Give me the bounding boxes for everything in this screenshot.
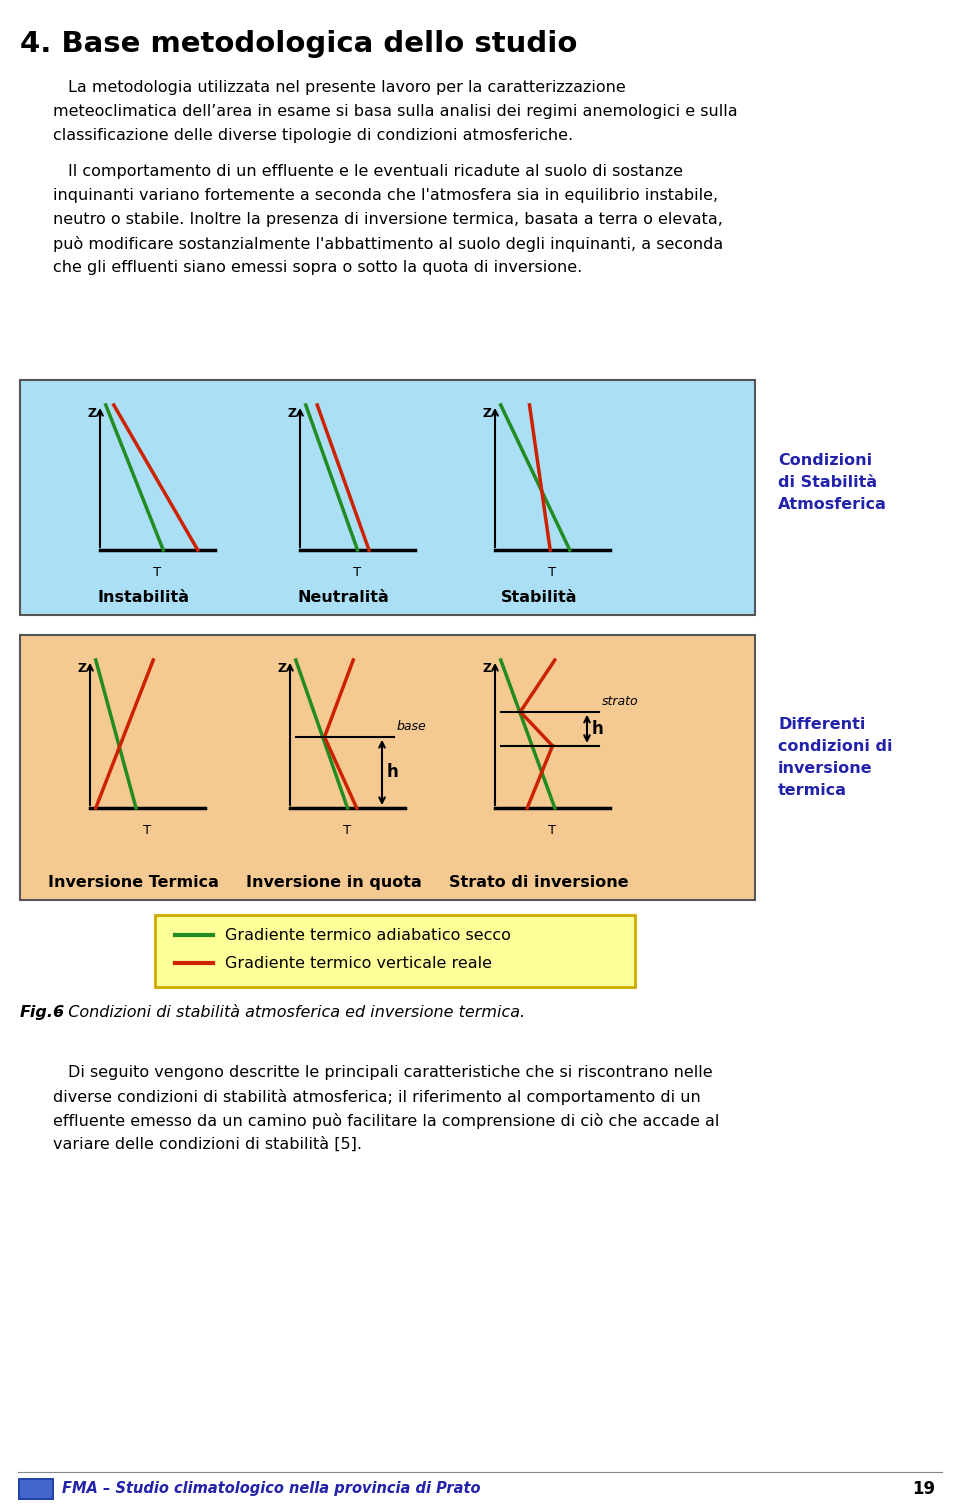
Text: 4. Base metodologica dello studio: 4. Base metodologica dello studio	[20, 30, 577, 57]
Text: – Condizioni di stabilità atmosferica ed inversione termica.: – Condizioni di stabilità atmosferica ed…	[50, 1005, 525, 1020]
Bar	[18, 1477, 54, 1500]
Text: neutro o stabile. Inoltre la presenza di inversione termica, basata a terra o el: neutro o stabile. Inoltre la presenza di…	[53, 211, 723, 226]
Text: Z: Z	[483, 407, 492, 420]
Text: Il comportamento di un effluente e le eventuali ricadute al suolo di sostanze: Il comportamento di un effluente e le ev…	[68, 164, 683, 180]
Text: Z: Z	[483, 662, 492, 675]
Bar	[20, 1480, 52, 1498]
Text: strato: strato	[602, 694, 638, 708]
Text: T: T	[344, 824, 351, 837]
Text: Instabilità: Instabilità	[98, 590, 190, 605]
Text: Gradiente termico verticale reale: Gradiente termico verticale reale	[225, 955, 492, 970]
Text: Strato di inversione: Strato di inversione	[449, 875, 629, 890]
Text: effluente emesso da un camino può facilitare la comprensione di ciò che accade a: effluente emesso da un camino può facili…	[53, 1114, 719, 1129]
Text: h: h	[592, 720, 604, 738]
Text: T: T	[154, 566, 161, 579]
Text: può modificare sostanzialmente l'abbattimento al suolo degli inquinanti, a secon: può modificare sostanzialmente l'abbatti…	[53, 235, 723, 252]
Text: Stabilità: Stabilità	[500, 590, 577, 605]
Text: Z: Z	[277, 662, 287, 675]
Text: inquinanti variano fortemente a seconda che l'atmosfera sia in equilibrio instab: inquinanti variano fortemente a seconda …	[53, 189, 718, 204]
Text: Z: Z	[88, 407, 97, 420]
Text: h: h	[387, 764, 398, 782]
Bar	[20, 380, 755, 616]
Text: T: T	[143, 824, 152, 837]
Text: classificazione delle diverse tipologie di condizioni atmosferiche.: classificazione delle diverse tipologie …	[53, 128, 573, 143]
Text: T: T	[548, 566, 557, 579]
Text: Fig.6: Fig.6	[20, 1005, 65, 1020]
Text: che gli effluenti siano emessi sopra o sotto la quota di inversione.: che gli effluenti siano emessi sopra o s…	[53, 260, 583, 275]
Text: Neutralità: Neutralità	[298, 590, 390, 605]
Text: meteoclimatica dell’area in esame si basa sulla analisi dei regimi anemologici e: meteoclimatica dell’area in esame si bas…	[53, 104, 737, 119]
Text: T: T	[353, 566, 362, 579]
Text: Gradiente termico adiabatico secco: Gradiente termico adiabatico secco	[225, 928, 511, 943]
Bar	[155, 914, 635, 987]
Text: Condizioni
di Stabilità
Atmosferica: Condizioni di Stabilità Atmosferica	[778, 453, 887, 512]
Text: variare delle condizioni di stabilità [5].: variare delle condizioni di stabilità [5…	[53, 1136, 362, 1153]
Text: Z: Z	[288, 407, 297, 420]
Text: Di seguito vengono descritte le principali caratteristiche che si riscontrano ne: Di seguito vengono descritte le principa…	[68, 1065, 712, 1080]
Text: diverse condizioni di stabilità atmosferica; il riferimento al comportamento di : diverse condizioni di stabilità atmosfer…	[53, 1089, 701, 1105]
Text: 19: 19	[912, 1480, 935, 1498]
Text: La metodologia utilizzata nel presente lavoro per la caratterizzazione: La metodologia utilizzata nel presente l…	[68, 80, 626, 95]
Text: base: base	[396, 720, 426, 733]
Text: Inversione in quota: Inversione in quota	[246, 875, 421, 890]
Text: FMA – Studio climatologico nella provincia di Prato: FMA – Studio climatologico nella provinc…	[62, 1482, 481, 1497]
Bar	[20, 635, 755, 899]
Text: Z: Z	[78, 662, 87, 675]
Text: Inversione Termica: Inversione Termica	[48, 875, 219, 890]
Text: T: T	[548, 824, 557, 837]
Text: Differenti
condizioni di
inversione
termica: Differenti condizioni di inversione term…	[778, 717, 893, 798]
